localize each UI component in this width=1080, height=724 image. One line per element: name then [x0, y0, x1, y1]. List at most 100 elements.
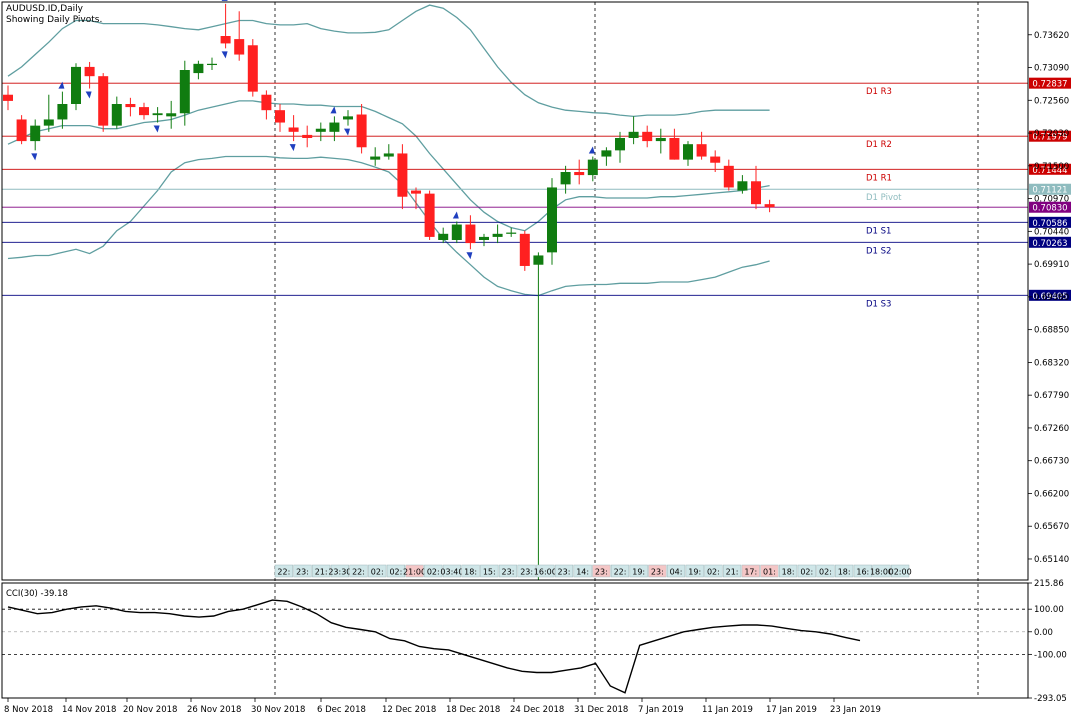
pivot-label-d1-r1: D1 R1 — [866, 173, 892, 183]
time-cell-21 — [666, 564, 686, 578]
time-label-23: 02: — [707, 568, 720, 577]
candle-body-2 — [30, 125, 41, 142]
pivot-price-box-d1-s2 — [1029, 236, 1071, 248]
time-cell-25 — [741, 564, 760, 578]
cci-line — [7, 599, 861, 694]
pivot-price-d1-r1: 0.71444 — [1032, 166, 1067, 176]
price-tick-label-11: 0.67790 — [1034, 391, 1069, 401]
candle-body-47 — [642, 131, 653, 142]
candle-body-24 — [329, 122, 340, 132]
time-label-2: 21: — [315, 568, 328, 577]
time-label-27: 18: — [782, 568, 795, 577]
candle-body-22 — [302, 134, 313, 138]
price-tick-label-10: 0.68320 — [1034, 358, 1069, 368]
candle-body-54 — [737, 181, 748, 191]
time-cell-10 — [461, 564, 480, 578]
date-tick-label-3: 26 Nov 2018 — [187, 705, 241, 715]
candle-body-16 — [220, 36, 231, 44]
time-cell-19 — [629, 564, 648, 578]
bollinger-lower-line — [7, 155, 770, 297]
fractal-down-11 — [153, 125, 160, 133]
pivot-price-d1-pivot: 0.71121 — [1032, 186, 1067, 196]
candle-body-26 — [356, 114, 367, 148]
time-label-33: 02:00 — [889, 568, 912, 577]
price-tick-label-7: 0.69910 — [1034, 260, 1069, 270]
time-cell-13 — [517, 564, 536, 578]
candle-body-35 — [479, 236, 489, 240]
fractal-down-16 — [221, 51, 228, 59]
price-tick-label-12: 0.67260 — [1034, 424, 1069, 434]
pivot-label-d1-s2: D1 S2 — [866, 246, 891, 256]
fractal-down-21 — [289, 144, 296, 152]
time-label-19: 19: — [632, 568, 645, 577]
pivot-label-d1-s3: D1 S3 — [866, 299, 891, 309]
candle-body-50 — [683, 144, 693, 160]
time-cell-33 — [891, 564, 910, 578]
time-cell-31 — [853, 564, 872, 578]
candle-body-51 — [696, 144, 707, 157]
cci-pane-frame — [1, 582, 1029, 699]
pivot-price-box-d1-r1 — [1029, 163, 1071, 175]
candle-body-15 — [207, 63, 217, 66]
time-label-28: 02: — [800, 568, 813, 577]
candle-body-39 — [533, 255, 544, 265]
price-tick-label-8: 0.69380 — [1034, 293, 1069, 303]
time-cell-27 — [779, 564, 798, 578]
candle-body-5 — [71, 66, 81, 104]
pivot-price-box-d1-r3 — [1029, 77, 1071, 89]
date-tick-label-9: 31 Dec 2018 — [574, 705, 628, 715]
current-price-box — [1029, 201, 1071, 213]
candle-body-14 — [193, 63, 204, 74]
candle-body-12 — [166, 113, 177, 117]
time-cell-30 — [835, 564, 854, 578]
fractal-down-34 — [466, 252, 473, 260]
time-label-30: 18: — [838, 568, 851, 577]
time-cell-1 — [293, 564, 312, 578]
time-label-16: 14: — [576, 568, 589, 577]
time-cell-22 — [685, 564, 704, 578]
time-cell-29 — [816, 564, 835, 578]
time-label-12: 23: — [502, 568, 515, 577]
pivot-price-box-d1-pivot — [1029, 183, 1071, 195]
pivot-label-d1-pivot: D1 Pivot — [866, 193, 902, 203]
time-label-3: 23:30 — [328, 568, 351, 577]
date-tick-label-12: 17 Jan 2019 — [766, 705, 817, 715]
time-cell-12 — [498, 564, 518, 578]
time-cell-8 — [424, 564, 443, 578]
time-cell-32 — [872, 564, 891, 578]
time-label-4: 22: — [352, 568, 365, 577]
time-label-9: 03:40 — [440, 568, 463, 577]
time-label-24: 21: — [726, 568, 739, 577]
date-tick-label-13: 23 Jan 2019 — [830, 705, 881, 715]
main-pane-frame — [1, 1, 1029, 581]
cci-tick-label-1: 100.00 — [1034, 605, 1064, 615]
candle-body-56 — [764, 204, 775, 208]
candle-body-38 — [519, 233, 530, 266]
time-cell-5 — [368, 564, 387, 578]
candle-body-49 — [669, 138, 680, 160]
time-label-31: 16: — [856, 568, 869, 577]
time-cell-3 — [330, 564, 349, 578]
price-tick-label-13: 0.66730 — [1034, 457, 1069, 467]
time-cell-11 — [480, 564, 499, 578]
fractal-up-4 — [58, 81, 65, 89]
candle-body-20 — [275, 110, 285, 123]
candle-body-1 — [16, 119, 27, 142]
date-tick-label-5: 6 Dec 2018 — [317, 705, 366, 715]
candle-body-36 — [492, 233, 503, 237]
candle-body-45 — [615, 138, 625, 151]
pivot-price-box-d1-r2 — [1029, 130, 1071, 142]
candle-body-33 — [451, 224, 462, 240]
candle-body-9 — [125, 104, 136, 108]
time-label-5: 02: — [371, 568, 384, 577]
time-cell-23 — [704, 564, 723, 578]
candle-body-17 — [234, 39, 245, 55]
candle-body-46 — [628, 131, 639, 138]
fractal-up-43 — [588, 146, 595, 154]
candle-body-48 — [655, 138, 666, 142]
time-label-1: 23: — [296, 568, 309, 577]
candle-body-40 — [547, 187, 557, 253]
time-label-25: 17: — [744, 568, 757, 577]
